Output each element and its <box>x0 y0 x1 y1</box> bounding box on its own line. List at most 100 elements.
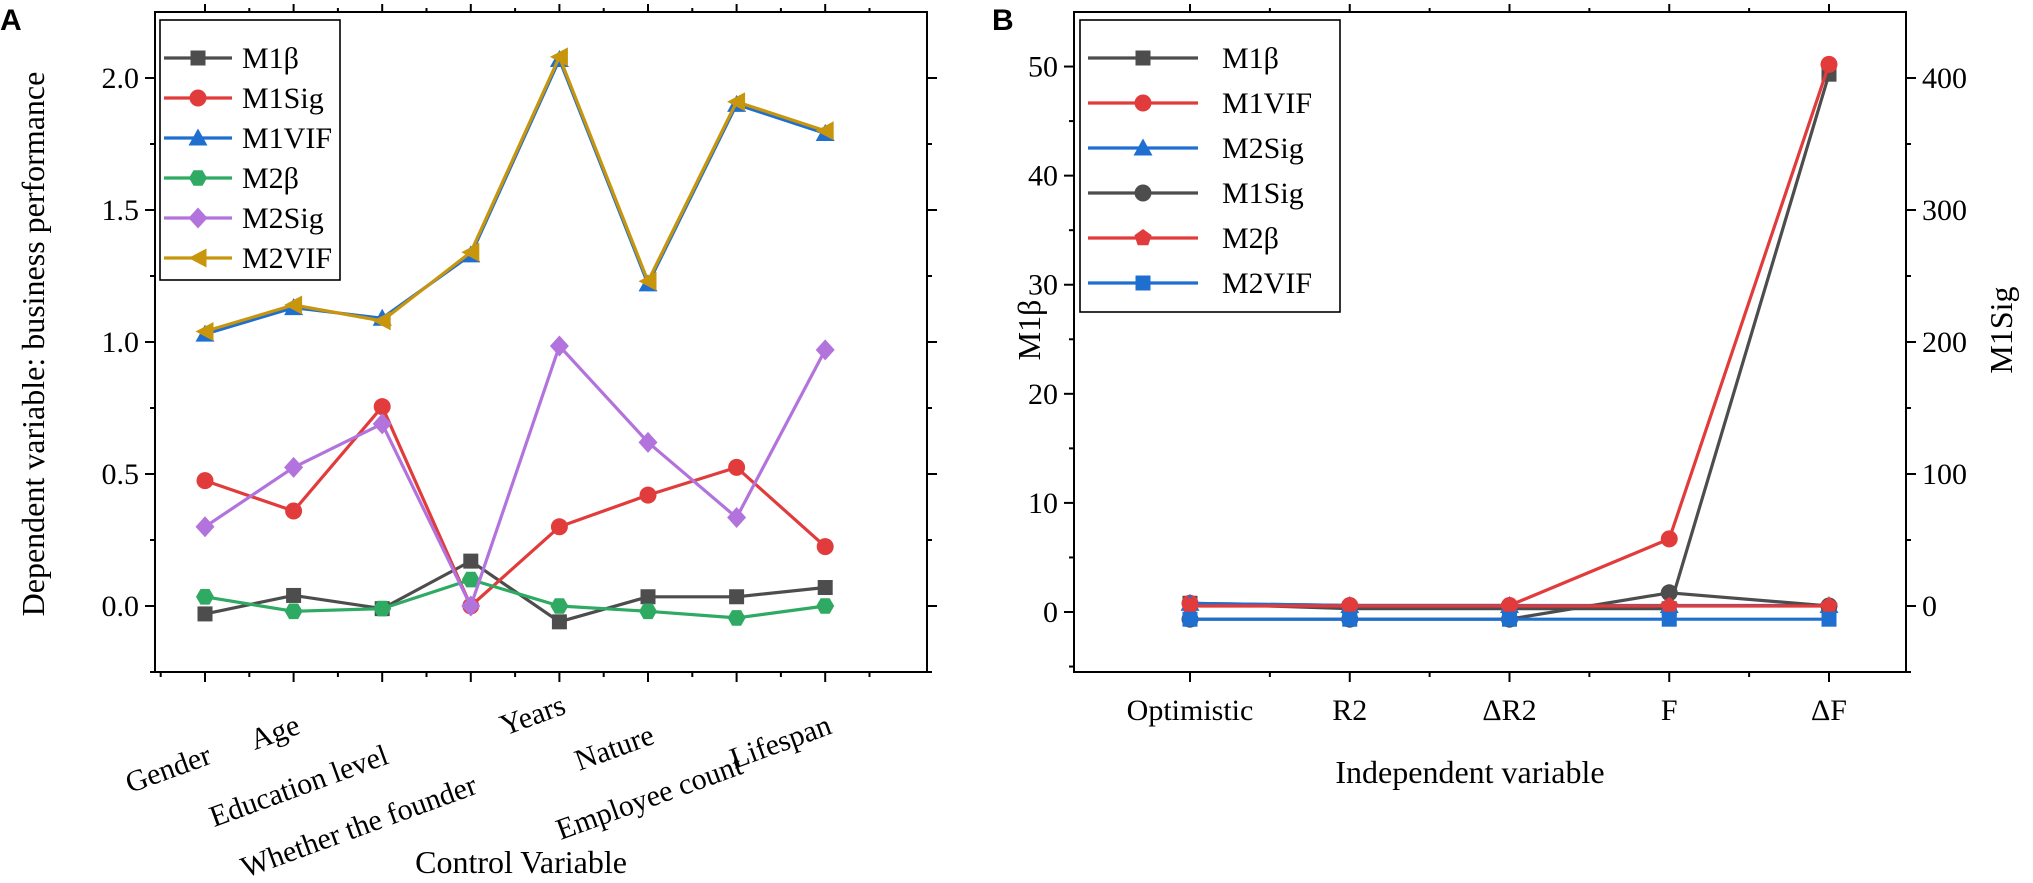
data-point <box>638 271 657 291</box>
x-tick-label-b: ΔF <box>1811 694 1847 727</box>
y-tick-label-right-b: 200 <box>1922 326 1967 359</box>
y-tick-label-a: 0.5 <box>102 458 140 491</box>
legend-marker <box>188 207 208 229</box>
legend-label: M2Sig <box>1222 132 1304 165</box>
data-point <box>461 242 480 262</box>
series-a-m2beta <box>196 571 835 626</box>
y-tick-label-right-b: 300 <box>1922 194 1967 227</box>
y-tick-label-a: 2.0 <box>102 62 140 95</box>
legend-marker <box>188 128 208 146</box>
y-tick-label-b: 30 <box>1028 269 1058 302</box>
legend-marker <box>1135 275 1151 291</box>
data-point <box>285 502 303 520</box>
legend-label: M2β <box>242 162 299 195</box>
x-tick-label-a: Years <box>496 689 570 743</box>
x-tick-label-b: F <box>1661 694 1678 727</box>
y-tick-label-right-b: 100 <box>1922 458 1967 491</box>
data-point <box>1660 530 1678 548</box>
legend-entry-b: M2β <box>1088 222 1279 255</box>
legend-entry-b: M1β <box>1088 42 1279 75</box>
x-tick-label-b: R2 <box>1332 694 1367 727</box>
data-point <box>284 295 303 315</box>
data-point <box>550 518 568 536</box>
legend-marker <box>1134 184 1152 202</box>
series-line <box>204 577 826 620</box>
y-tick-label-right-b: 400 <box>1922 62 1967 95</box>
data-point <box>461 595 481 617</box>
data-point <box>461 571 480 588</box>
data-point <box>1342 611 1358 627</box>
legend-marker <box>1133 138 1153 156</box>
data-point <box>373 600 392 617</box>
series-b-m2beta-right <box>1181 597 1838 614</box>
series-b-m2vif-right <box>1182 611 1837 627</box>
legend-entry-b: M1Sig <box>1088 177 1304 210</box>
data-point <box>196 472 214 490</box>
data-point <box>728 458 746 476</box>
x-tick-label-a: Gender <box>121 739 215 800</box>
series-a-m2sig <box>195 335 835 617</box>
data-point <box>196 589 214 605</box>
data-point <box>727 92 746 112</box>
data-point <box>816 538 834 556</box>
y-tick-label-right-b: 0 <box>1922 590 1937 623</box>
legend-entry-a: M1β <box>164 42 299 75</box>
data-point <box>815 339 835 361</box>
data-point <box>727 507 747 529</box>
data-point <box>639 603 657 620</box>
data-point <box>1341 597 1359 614</box>
legend-label: M1VIF <box>242 122 332 155</box>
legend-label: M2VIF <box>242 242 332 275</box>
data-point <box>1821 611 1837 627</box>
data-point <box>549 47 568 67</box>
data-point <box>551 614 567 630</box>
data-point <box>197 606 213 622</box>
y-tick-label-a: 0.0 <box>102 590 140 623</box>
data-point <box>1500 597 1519 614</box>
legend-label: M1VIF <box>1222 87 1312 120</box>
data-point <box>372 311 391 331</box>
legend-entry-b: M2Sig <box>1088 132 1304 165</box>
data-point <box>549 335 569 357</box>
legend-marker <box>188 248 207 268</box>
x-tick-label-a: Age <box>246 709 304 757</box>
data-point <box>817 580 833 596</box>
data-point <box>1660 597 1678 614</box>
data-point <box>286 587 302 603</box>
series-line <box>204 344 827 608</box>
y-tick-label-b: 40 <box>1028 160 1058 193</box>
data-point <box>195 321 214 341</box>
y-tick-label-b: 0 <box>1043 596 1058 629</box>
x-tick-label-a: Nature <box>570 719 658 778</box>
legend-marker <box>1135 50 1151 66</box>
legend-entry-a: M2β <box>164 162 299 195</box>
legend-entry-a: M1VIF <box>164 122 332 155</box>
y-tick-label-b: 20 <box>1028 378 1058 411</box>
x-tick-label-a: Lifespan <box>726 709 836 776</box>
legend-label: M1β <box>1222 42 1279 75</box>
x-axis-title-b: Independent variable <box>1335 754 1604 790</box>
legend-entry-b: M2VIF <box>1088 267 1312 300</box>
data-point <box>1820 597 1838 614</box>
legend-marker <box>190 50 206 66</box>
legend-box-a <box>159 19 341 281</box>
data-point <box>1182 611 1198 627</box>
y-axis-title-a: Dependent variable: business performance <box>15 72 51 617</box>
panel-a-letter: A <box>0 4 22 37</box>
data-point <box>816 598 835 614</box>
legend-entry-b: M1VIF <box>1088 87 1312 120</box>
y-tick-label-a: 1.5 <box>102 194 140 227</box>
legend-box-b <box>1079 19 1341 313</box>
data-point <box>727 610 746 626</box>
data-point <box>463 553 479 569</box>
legend-label: M1β <box>242 42 299 75</box>
data-point <box>1181 597 1199 614</box>
y-tick-label-a: 1.0 <box>102 326 140 359</box>
legend-marker <box>1134 94 1152 112</box>
data-point <box>373 398 391 416</box>
legend-label: M2Sig <box>242 202 324 235</box>
legend-marker <box>189 89 207 107</box>
legend-entry-a: M2Sig <box>164 202 324 235</box>
x-axis-title-a: Control Variable <box>415 844 627 880</box>
